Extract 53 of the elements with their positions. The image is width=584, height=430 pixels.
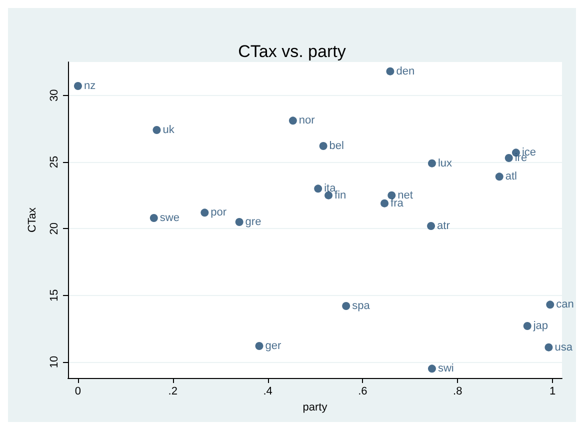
x-tick-label: .6 <box>358 386 368 398</box>
y-tick-label: 20 <box>48 222 60 235</box>
x-tick-label: 1 <box>549 386 556 398</box>
data-label: swi <box>438 362 454 375</box>
point <box>150 214 158 222</box>
x-tick-label: .2 <box>168 386 178 398</box>
x-axis-title: party <box>302 402 328 414</box>
data-label: atr <box>437 220 450 232</box>
y-tick-label: 10 <box>48 356 60 368</box>
data-label: gre <box>245 216 262 228</box>
y-axis-title: CTax <box>26 206 38 233</box>
point <box>200 208 209 217</box>
point <box>235 218 244 226</box>
x-tick-label: .8 <box>453 386 462 398</box>
point <box>74 82 82 90</box>
data-label: can <box>556 298 574 311</box>
data-label: fin <box>334 189 346 202</box>
point <box>428 364 436 373</box>
data-label: spa <box>352 300 371 312</box>
point <box>504 154 513 162</box>
data-label: atl <box>505 170 517 183</box>
data-label: nz <box>84 80 96 92</box>
point <box>428 159 436 168</box>
point <box>314 184 322 193</box>
data-label: usa <box>554 341 574 354</box>
data-label: por <box>210 206 227 219</box>
data-label: den <box>396 65 415 78</box>
point <box>380 199 389 208</box>
point <box>523 322 532 330</box>
data-label: bel <box>329 140 344 152</box>
x-tick-label: .4 <box>263 386 272 398</box>
point <box>386 67 394 76</box>
point <box>288 116 297 125</box>
data-label: uk <box>162 124 175 136</box>
data-label: ger <box>265 340 282 352</box>
chart-title: CTax vs. party <box>238 42 346 61</box>
data-label: lux <box>438 157 453 170</box>
data-label: nor <box>298 114 316 127</box>
y-tick-label: 15 <box>48 289 60 302</box>
point <box>255 342 264 350</box>
point <box>388 191 396 200</box>
point <box>544 343 553 352</box>
point <box>152 126 161 134</box>
data-label: swe <box>160 212 180 224</box>
point <box>427 222 436 230</box>
point <box>546 300 554 309</box>
point <box>342 302 350 310</box>
y-tick-label: 25 <box>48 156 60 168</box>
x-tick-label: 0 <box>74 386 82 398</box>
y-tick-label: 30 <box>48 89 60 102</box>
data-label: jap <box>532 320 548 332</box>
point <box>319 142 328 150</box>
point <box>495 172 504 181</box>
